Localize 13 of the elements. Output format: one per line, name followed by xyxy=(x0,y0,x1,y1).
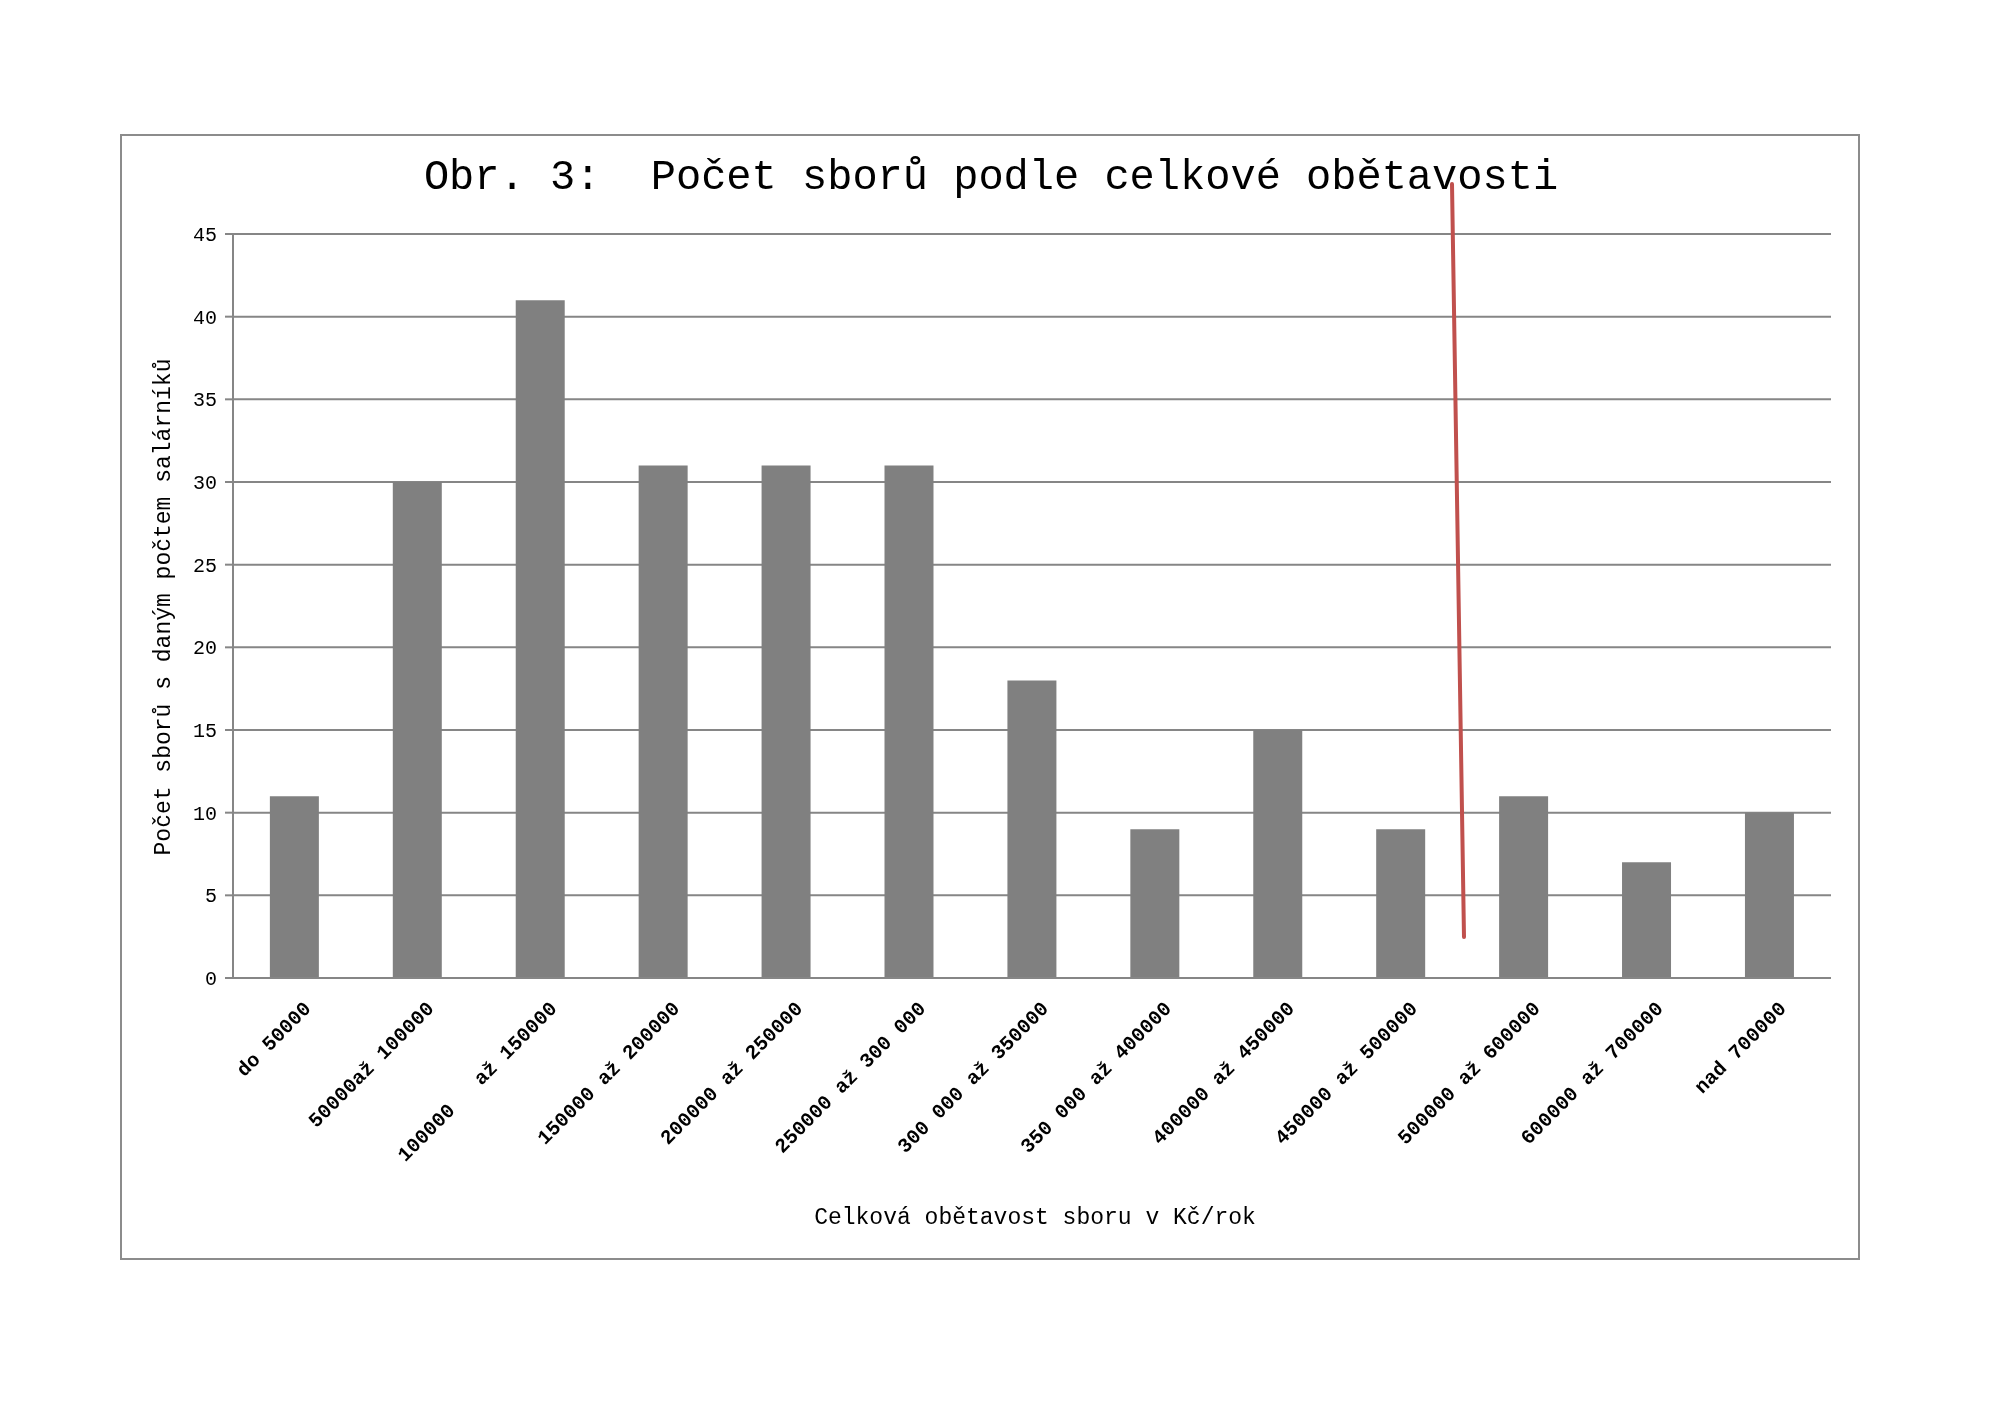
y-tick-label: 5 xyxy=(204,885,217,909)
y-tick-label: 45 xyxy=(192,224,217,248)
y-tick-label: 30 xyxy=(192,472,217,496)
chart-title: Obr. 3: Počet sborů podle celkové obětavosti xyxy=(423,154,1559,202)
y-tick-label: 40 xyxy=(192,306,217,330)
y-tick-label: 10 xyxy=(192,802,217,826)
y-tick-label: 15 xyxy=(192,720,217,744)
y-tick-label: 25 xyxy=(192,554,217,578)
y-tick-label: 0 xyxy=(204,968,217,992)
y-tick-label: 35 xyxy=(192,389,217,413)
x-axis-title: Celková obětavost sboru v Kč/rok xyxy=(814,1204,1256,1231)
y-axis-title: Počet sborů s daným počtem salárníků xyxy=(150,358,177,856)
y-tick-label: 20 xyxy=(192,637,217,661)
